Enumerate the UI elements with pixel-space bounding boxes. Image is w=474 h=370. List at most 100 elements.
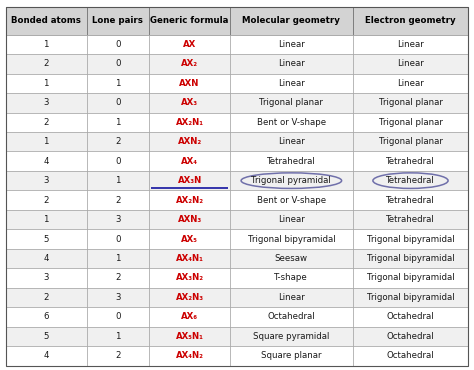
Bar [353, 288, 468, 307]
Text: Trigonal pyramidal: Trigonal pyramidal [252, 176, 331, 185]
Bar [6, 132, 87, 151]
Text: Molecular geometry: Molecular geometry [242, 16, 340, 25]
Text: 0: 0 [115, 157, 120, 166]
Text: Linear: Linear [278, 79, 305, 88]
Bar [149, 249, 230, 268]
Bar [149, 93, 230, 112]
Bar [6, 307, 87, 327]
Bar [353, 132, 468, 151]
Text: Trigonal bipyramidal: Trigonal bipyramidal [367, 293, 454, 302]
Bar [353, 171, 468, 191]
Text: Linear: Linear [278, 137, 305, 146]
Bar [87, 327, 149, 346]
Bar [6, 249, 87, 268]
Bar [6, 210, 87, 229]
Bar [149, 229, 230, 249]
Bar [149, 327, 230, 346]
Bar [149, 151, 230, 171]
Text: AX₄: AX₄ [181, 157, 198, 166]
Text: 1: 1 [44, 79, 49, 88]
Bar [6, 327, 87, 346]
Text: 2: 2 [44, 118, 49, 127]
Text: Linear: Linear [278, 59, 305, 68]
Bar [230, 151, 353, 171]
Text: AXN: AXN [179, 79, 200, 88]
Bar [230, 74, 353, 93]
Text: AX₂N₃: AX₂N₃ [175, 293, 204, 302]
Text: 4: 4 [44, 157, 49, 166]
Text: AX₃N₂: AX₃N₂ [175, 273, 204, 282]
Bar [230, 307, 353, 327]
Bar [149, 35, 230, 54]
Bar [87, 151, 149, 171]
Bar [149, 307, 230, 327]
Text: 1: 1 [115, 79, 120, 88]
Text: Linear: Linear [397, 40, 424, 49]
Text: Bonded atoms: Bonded atoms [11, 16, 81, 25]
Bar [87, 93, 149, 112]
Text: AXN₃: AXN₃ [177, 215, 202, 224]
Text: 2: 2 [115, 137, 120, 146]
Bar [353, 93, 468, 112]
Text: Linear: Linear [278, 293, 305, 302]
Bar [149, 268, 230, 288]
Bar [230, 112, 353, 132]
Bar [353, 35, 468, 54]
Text: 0: 0 [115, 235, 120, 243]
Text: 5: 5 [44, 235, 49, 243]
Bar [6, 268, 87, 288]
Text: AX₃: AX₃ [181, 98, 198, 107]
Text: 1: 1 [115, 254, 120, 263]
Bar [87, 229, 149, 249]
Bar [87, 74, 149, 93]
Bar [230, 268, 353, 288]
Bar [230, 35, 353, 54]
Text: Lone pairs: Lone pairs [92, 16, 143, 25]
Bar [353, 7, 468, 35]
Text: AX: AX [183, 40, 196, 49]
Text: Tetrahedral: Tetrahedral [386, 196, 435, 205]
Bar [6, 171, 87, 191]
Text: 0: 0 [115, 40, 120, 49]
Text: 1: 1 [115, 176, 120, 185]
Bar [353, 307, 468, 327]
Text: AX₄N₁: AX₄N₁ [175, 254, 203, 263]
Text: 1: 1 [115, 332, 120, 341]
Text: Square planar: Square planar [261, 352, 321, 360]
Text: Electron geometry: Electron geometry [365, 16, 456, 25]
Bar [353, 151, 468, 171]
Text: Octahedral: Octahedral [387, 312, 434, 322]
Bar [230, 191, 353, 210]
Bar [87, 7, 149, 35]
Text: Trigonal planar: Trigonal planar [259, 98, 323, 107]
Text: Generic formula: Generic formula [150, 16, 229, 25]
Bar [6, 288, 87, 307]
Text: Seesaw: Seesaw [275, 254, 308, 263]
Bar [230, 249, 353, 268]
Bar [149, 171, 230, 191]
Bar [87, 191, 149, 210]
Text: 0: 0 [115, 98, 120, 107]
Bar [230, 210, 353, 229]
Text: AX₂N₁: AX₂N₁ [175, 118, 204, 127]
Text: AX₄N₂: AX₄N₂ [175, 352, 203, 360]
Text: Trigonal bipyramidal: Trigonal bipyramidal [247, 235, 335, 243]
Text: Octahedral: Octahedral [387, 352, 434, 360]
Text: 1: 1 [44, 40, 49, 49]
Bar [230, 93, 353, 112]
Bar [149, 191, 230, 210]
Bar [230, 171, 353, 191]
Text: AXN₂: AXN₂ [177, 137, 202, 146]
Text: 0: 0 [115, 59, 120, 68]
Bar [6, 93, 87, 112]
Bar [6, 74, 87, 93]
Bar [6, 346, 87, 366]
Bar [230, 7, 353, 35]
Bar [149, 7, 230, 35]
Text: 3: 3 [44, 273, 49, 282]
Text: 6: 6 [44, 312, 49, 322]
Text: 2: 2 [115, 273, 120, 282]
Text: Trigonal planar: Trigonal planar [379, 118, 442, 127]
Bar [87, 171, 149, 191]
Text: Trigonal bipyramidal: Trigonal bipyramidal [367, 273, 454, 282]
